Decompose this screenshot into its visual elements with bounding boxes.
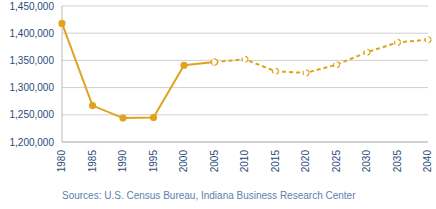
svg-text:2015: 2015 bbox=[270, 150, 281, 173]
svg-text:1985: 1985 bbox=[87, 150, 98, 173]
svg-text:1,300,000: 1,300,000 bbox=[10, 82, 55, 93]
svg-text:2005: 2005 bbox=[209, 150, 220, 173]
svg-text:1990: 1990 bbox=[117, 150, 128, 173]
svg-text:1,450,000: 1,450,000 bbox=[10, 1, 55, 12]
svg-text:1,200,000: 1,200,000 bbox=[10, 137, 55, 148]
svg-text:1,350,000: 1,350,000 bbox=[10, 55, 55, 66]
svg-text:1995: 1995 bbox=[148, 150, 159, 173]
svg-text:2025: 2025 bbox=[331, 150, 342, 173]
svg-text:2010: 2010 bbox=[239, 150, 250, 173]
svg-text:2000: 2000 bbox=[178, 150, 189, 173]
svg-text:1,250,000: 1,250,000 bbox=[10, 109, 55, 120]
svg-text:2020: 2020 bbox=[300, 150, 311, 173]
svg-text:1980: 1980 bbox=[56, 150, 67, 173]
svg-text:2040: 2040 bbox=[422, 150, 428, 173]
svg-text:2035: 2035 bbox=[392, 150, 403, 173]
html-text:Sources: U.S. Census Bureau, I: Sources: U.S. Census Bureau, Indiana Bus… bbox=[62, 190, 356, 201]
svg-text:2030: 2030 bbox=[361, 150, 372, 173]
svg-text:1,400,000: 1,400,000 bbox=[10, 28, 55, 39]
